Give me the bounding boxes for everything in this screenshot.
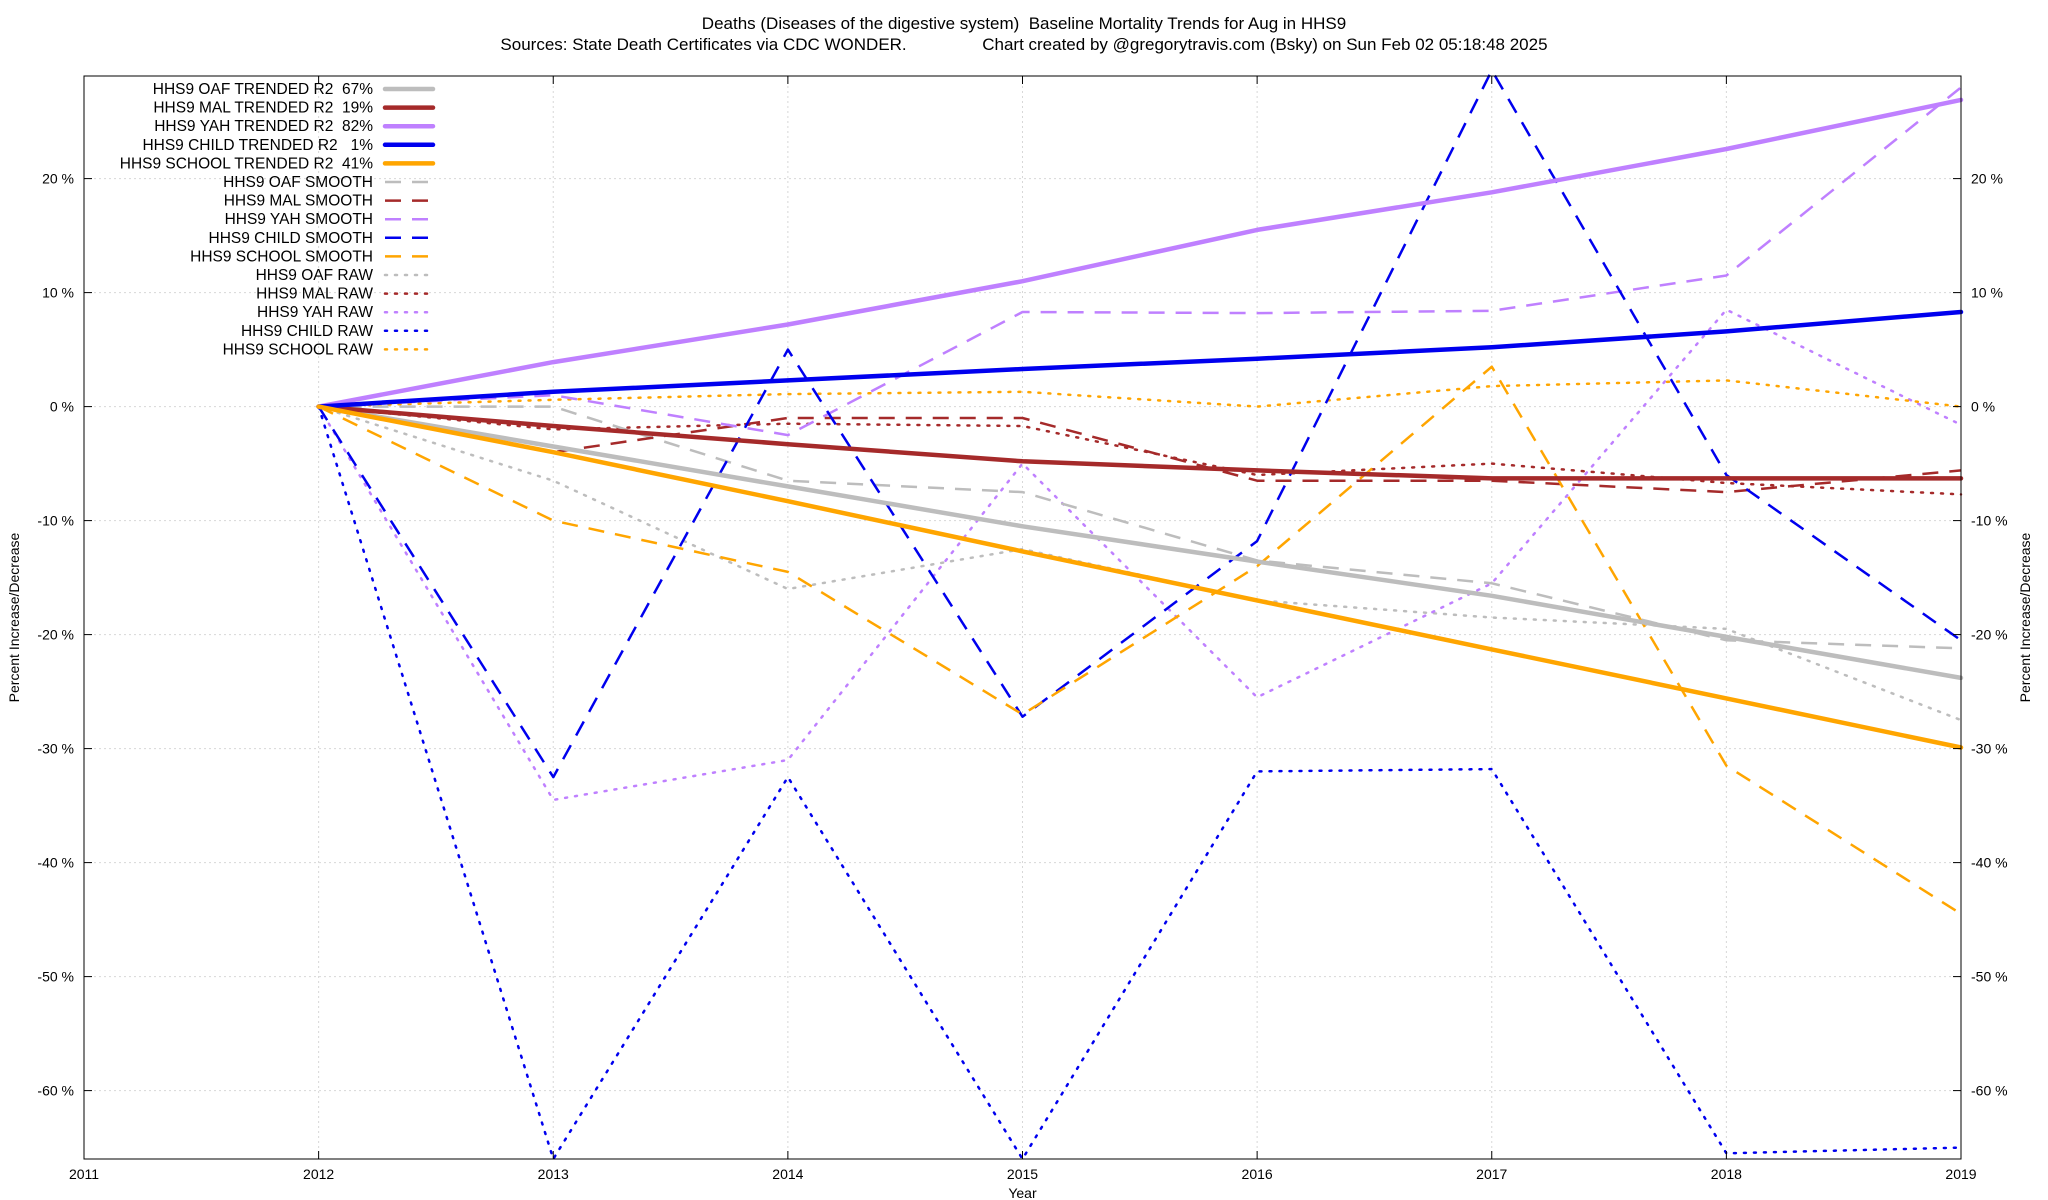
series-oaf-trend bbox=[316, 404, 1964, 681]
x-tick-label: 2015 bbox=[1007, 1166, 1038, 1182]
axes: 2011 2012 2013 2014 2015 2016 2017 2018 2019 20 %… bbox=[37, 76, 2008, 1182]
x-tick-label: 2017 bbox=[1476, 1166, 1507, 1182]
legend-label: HHS9 CHILD RAW bbox=[241, 323, 373, 340]
legend-label: HHS9 OAF RAW bbox=[256, 267, 374, 284]
legend-label: HHS9 YAH RAW bbox=[257, 304, 373, 321]
legend-label: HHS9 MAL SMOOTH bbox=[224, 193, 373, 210]
x-axis-label: Year bbox=[1008, 1185, 1037, 1200]
y2-tick-label: -30 % bbox=[1971, 741, 2008, 757]
legend-label: HHS9 YAH SMOOTH bbox=[225, 211, 373, 228]
x-tick-label: 2014 bbox=[772, 1166, 803, 1182]
y-tick-label: -30 % bbox=[37, 741, 74, 757]
series-oaf-smooth bbox=[318, 405, 1962, 650]
series-school-trend bbox=[316, 404, 1964, 750]
legend-label: HHS9 SCHOOL RAW bbox=[223, 341, 374, 358]
y2-tick-label: -40 % bbox=[1971, 855, 2008, 871]
y2-tick-label: -60 % bbox=[1971, 1083, 2008, 1099]
y-tick-label: -20 % bbox=[37, 627, 74, 643]
series-lines bbox=[316, 69, 1964, 1161]
y2-tick-label: 20 % bbox=[1971, 171, 2003, 187]
legend-label: HHS9 MAL RAW bbox=[256, 286, 373, 303]
y-tick-label: 0 % bbox=[50, 399, 74, 415]
series-child-trend bbox=[316, 309, 1964, 409]
series-yah-smooth bbox=[318, 86, 1962, 437]
legend: HHS9 OAF TRENDED R2 67% HHS9 MAL TRENDED … bbox=[120, 81, 436, 358]
legend-label: HHS9 OAF TRENDED R2 67% bbox=[153, 81, 373, 98]
y-tick-label: 20 % bbox=[42, 171, 74, 187]
chart-subtitle: Sources: State Death Certificates via CD… bbox=[500, 35, 1548, 54]
x-tick-label: 2012 bbox=[303, 1166, 334, 1182]
series-yah-raw bbox=[317, 308, 1963, 802]
legend-label: HHS9 OAF SMOOTH bbox=[223, 174, 373, 191]
legend-label: HHS9 CHILD SMOOTH bbox=[209, 230, 374, 247]
y2-tick-label: 10 % bbox=[1971, 285, 2003, 301]
y2-tick-label: -10 % bbox=[1971, 513, 2008, 529]
x-tick-label: 2016 bbox=[1242, 1166, 1273, 1182]
chart-title: Deaths (Diseases of the digestive system… bbox=[701, 14, 1347, 33]
y-tick-label: -10 % bbox=[37, 513, 74, 529]
y2-tick-label: -50 % bbox=[1971, 969, 2008, 985]
y2-axis-label: Percent Increase/Decrease bbox=[2017, 532, 2033, 702]
series-mal-smooth bbox=[318, 405, 1962, 494]
series-mal-trend bbox=[316, 404, 1964, 481]
y-axis-label: Percent Increase/Decrease bbox=[6, 532, 22, 702]
y2-tick-label: 0 % bbox=[1971, 399, 1995, 415]
y-tick-label: -40 % bbox=[37, 855, 74, 871]
series-school-smooth bbox=[318, 365, 1962, 915]
legend-label: HHS9 SCHOOL TRENDED R2 41% bbox=[120, 155, 373, 172]
y-tick-label: -50 % bbox=[37, 969, 74, 985]
legend-label: HHS9 SCHOOL SMOOTH bbox=[190, 248, 373, 265]
y-tick-label: 10 % bbox=[42, 285, 74, 301]
x-tick-label: 2018 bbox=[1711, 1166, 1742, 1182]
y2-tick-label: -20 % bbox=[1971, 627, 2008, 643]
series-yah-trend bbox=[316, 97, 1964, 409]
legend-label: HHS9 MAL TRENDED R2 19% bbox=[153, 100, 373, 117]
legend-label: HHS9 YAH TRENDED R2 82% bbox=[154, 118, 373, 135]
series-child-smooth bbox=[317, 69, 1962, 779]
y-tick-label: -60 % bbox=[37, 1083, 74, 1099]
x-tick-label: 2011 bbox=[69, 1166, 99, 1182]
x-tick-label: 2019 bbox=[1945, 1166, 1976, 1182]
x-tick-label: 2013 bbox=[538, 1166, 569, 1182]
series-school-raw bbox=[317, 379, 1963, 408]
legend-label: HHS9 CHILD TRENDED R2 1% bbox=[142, 137, 373, 154]
series-child-raw bbox=[317, 405, 1963, 1161]
